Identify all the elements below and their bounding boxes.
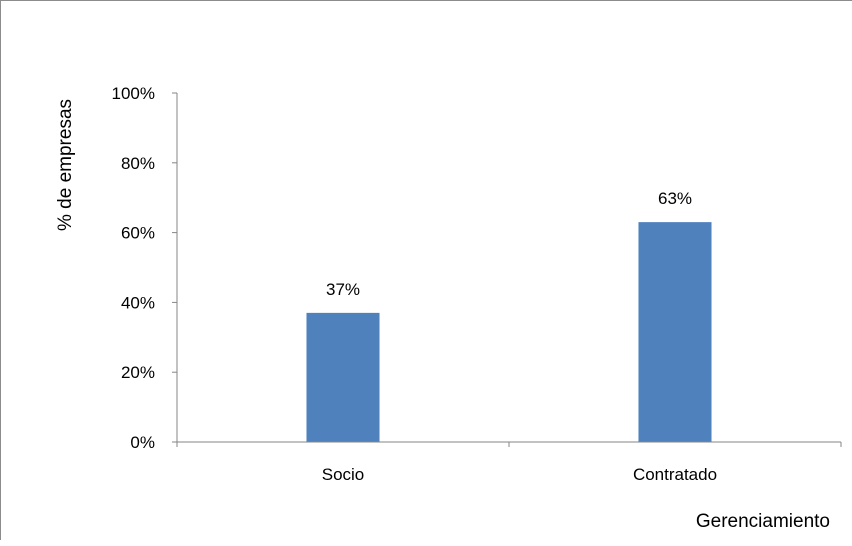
y-axis-title: % de empresas bbox=[55, 99, 76, 231]
y-tick-label: 0% bbox=[130, 433, 155, 452]
y-tick-label: 20% bbox=[121, 363, 155, 382]
data-labels: 37% 63% bbox=[326, 189, 692, 299]
y-axis-ticks: 0% 20% 40% 60% 80% 100% bbox=[112, 84, 841, 452]
x-axis-category-labels: Socio Contratado bbox=[322, 465, 717, 484]
y-tick-label: 40% bbox=[121, 293, 155, 312]
y-tick-label: 80% bbox=[121, 154, 155, 173]
bar-contratado bbox=[638, 222, 711, 442]
x-category-label-contratado: Contratado bbox=[633, 465, 717, 484]
x-axis-title: Gerenciamiento bbox=[696, 511, 830, 532]
data-label-socio: 37% bbox=[326, 280, 360, 299]
x-category-label-socio: Socio bbox=[322, 465, 365, 484]
data-label-contratado: 63% bbox=[658, 189, 692, 208]
y-tick-label: 60% bbox=[121, 224, 155, 243]
bars bbox=[306, 222, 711, 442]
y-tick-label: 100% bbox=[112, 84, 155, 103]
bar-socio bbox=[306, 313, 379, 442]
